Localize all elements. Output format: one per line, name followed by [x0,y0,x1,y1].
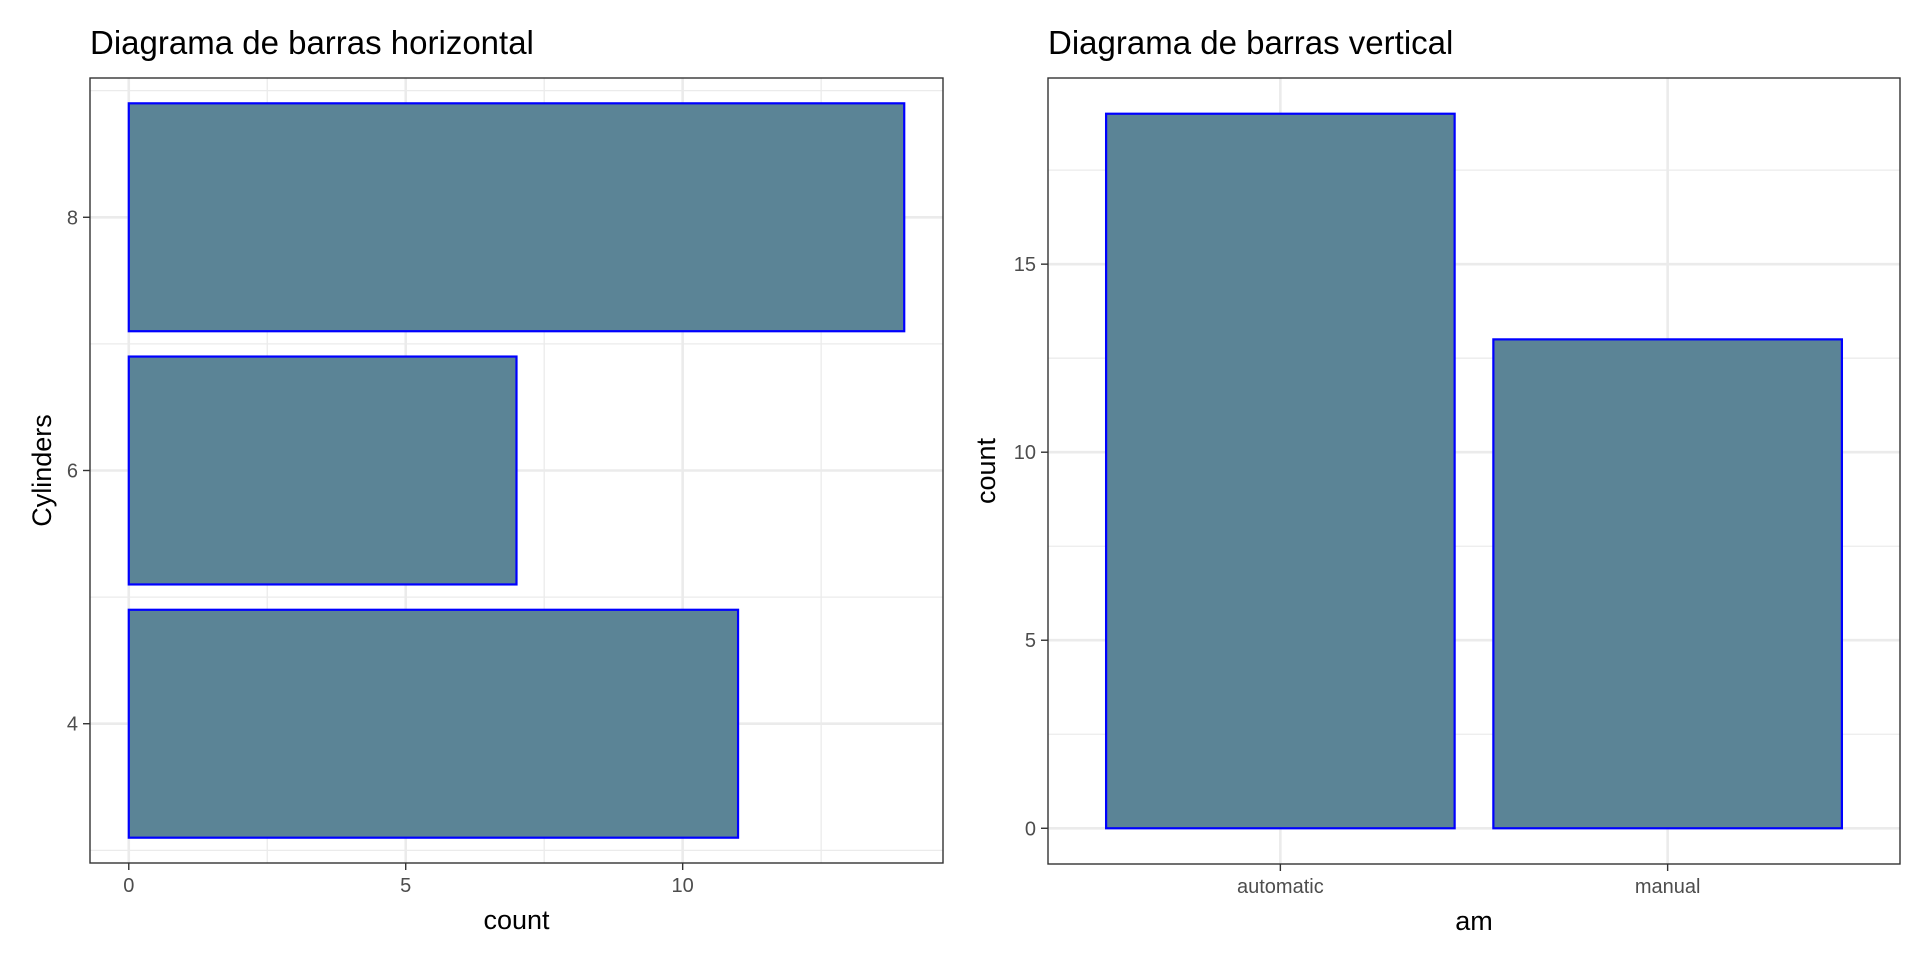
bar-manual [1492,338,1844,830]
bar-cylinders-4 [127,608,740,839]
horizontal-chart-ticks: 0 5 10 4 6 8 [67,207,694,897]
vertical-chart-panel-border [1047,77,1901,865]
vertical-bar-chart: Diagrama de barras vertical automatic man… [971,24,1901,936]
horizontal-chart-bars [127,102,906,839]
horizontal-chart-title: Diagrama de barras horizontal [90,24,534,61]
y-tick-label: 6 [67,461,78,483]
vertical-chart-title: Diagrama de barras vertical [1048,24,1453,61]
vertical-chart-y-axis-title: count [971,437,1001,504]
x-tick-label: 10 [672,875,694,897]
x-tick-label: 0 [123,875,134,897]
vertical-chart-ticks: automatic manual 0 5 10 15 [1014,254,1701,898]
y-tick-label: 4 [67,714,78,736]
horizontal-bar-chart: Diagrama de barras horizontal 0 5 10 4 6 8 co… [27,24,944,935]
y-tick-label: 5 [1025,630,1036,652]
bar-cylinders-8 [127,102,906,333]
x-tick-label: manual [1635,876,1701,898]
vertical-chart-x-axis-title: am [1455,906,1493,936]
y-tick-label: 10 [1014,442,1036,464]
x-tick-label: automatic [1237,876,1324,898]
bar-cylinders-6 [127,355,518,586]
horizontal-chart-x-axis-title: count [483,905,550,935]
bar-automatic [1104,112,1456,830]
y-tick-label: 0 [1025,818,1036,840]
horizontal-chart-y-axis-title: Cylinders [27,414,57,527]
vertical-chart-bars [1104,112,1844,830]
y-tick-label: 15 [1014,254,1036,276]
x-tick-label: 5 [400,875,411,897]
y-tick-label: 8 [67,207,78,229]
